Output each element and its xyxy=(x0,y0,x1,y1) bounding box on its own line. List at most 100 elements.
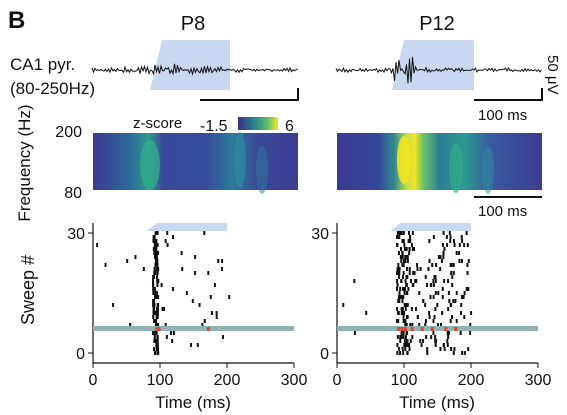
spike-mark xyxy=(446,339,449,343)
spike-mark xyxy=(154,239,157,243)
spike-mark xyxy=(400,307,403,311)
spike-mark xyxy=(104,263,107,267)
spike-mark xyxy=(155,343,158,347)
spike-mark xyxy=(413,271,416,275)
spike-mark xyxy=(396,287,399,291)
spike-mark xyxy=(365,311,368,315)
spike-mark xyxy=(409,323,412,327)
spike-mark xyxy=(443,247,446,251)
spike-mark xyxy=(403,311,406,315)
spike-mark xyxy=(463,243,466,247)
spike-mark xyxy=(400,331,403,335)
spike-mark xyxy=(446,343,449,347)
spike-mark xyxy=(431,263,434,267)
y-tick-label: 30 xyxy=(67,226,85,243)
spike-mark xyxy=(412,271,415,275)
spike-mark xyxy=(155,255,158,259)
spike-mark xyxy=(411,283,414,287)
spike-mark xyxy=(152,279,155,283)
spike-mark xyxy=(142,267,145,271)
spike-mark xyxy=(164,239,167,243)
spike-mark xyxy=(416,263,419,267)
spike-mark xyxy=(454,299,457,303)
y-tick-label: 0 xyxy=(320,346,329,363)
spike-mark xyxy=(402,295,405,299)
spike-mark xyxy=(406,315,409,319)
spike-mark xyxy=(153,247,156,251)
spike-mark xyxy=(400,231,403,235)
spike-mark xyxy=(425,335,428,339)
spike-mark xyxy=(406,343,409,347)
spike-mark xyxy=(396,351,399,355)
spike-mark xyxy=(152,315,155,319)
spike-mark xyxy=(401,311,404,315)
spike-mark xyxy=(442,255,445,259)
spike-mark xyxy=(152,239,155,243)
spike-mark xyxy=(155,239,158,243)
spike-mark xyxy=(428,239,431,243)
spike-mark xyxy=(399,231,402,235)
spike-mark xyxy=(450,271,453,275)
spike-mark xyxy=(126,259,129,263)
spike-mark xyxy=(402,331,405,335)
spike-mark xyxy=(397,319,400,323)
spike-mark xyxy=(153,335,156,339)
spike-mark xyxy=(450,347,453,351)
spike-mark xyxy=(434,291,437,295)
spike-mark xyxy=(403,303,406,307)
spike-mark xyxy=(152,303,155,307)
spike-mark xyxy=(419,339,422,343)
spike-mark xyxy=(432,295,435,299)
spike-mark xyxy=(466,263,469,267)
spike-mark xyxy=(156,347,159,351)
spike-mark xyxy=(396,283,399,287)
spike-mark xyxy=(397,311,400,315)
spike-mark xyxy=(213,283,216,287)
spike-mark xyxy=(201,323,204,327)
spike-mark xyxy=(220,267,223,271)
spike-mark xyxy=(396,319,399,323)
spike-mark xyxy=(157,279,160,283)
spike-mark xyxy=(458,259,461,263)
highlight-spike xyxy=(444,327,448,331)
spike-mark xyxy=(152,287,155,291)
spectrogram-blob xyxy=(397,136,411,184)
spike-mark xyxy=(209,295,212,299)
spike-mark xyxy=(400,311,403,315)
spike-mark xyxy=(215,315,218,319)
spike-mark xyxy=(422,339,425,343)
spike-mark xyxy=(418,291,421,295)
x-tick-label: 200 xyxy=(458,372,485,389)
spike-mark xyxy=(432,331,435,335)
spike-mark xyxy=(453,243,456,247)
spike-mark xyxy=(396,335,399,339)
spike-mark xyxy=(432,283,435,287)
spike-mark xyxy=(447,279,450,283)
spike-mark xyxy=(458,251,461,255)
spike-mark xyxy=(399,247,402,251)
spike-mark xyxy=(397,251,400,255)
spike-mark xyxy=(447,307,450,311)
spike-mark xyxy=(441,287,444,291)
spike-mark xyxy=(427,267,430,271)
stim-banner xyxy=(146,223,227,231)
spike-mark xyxy=(410,307,413,311)
spike-mark xyxy=(155,307,158,311)
spike-mark xyxy=(411,231,414,235)
spike-mark xyxy=(166,243,169,247)
spike-mark xyxy=(155,295,158,299)
spike-mark xyxy=(157,295,160,299)
lfp-scale-amplitude: 50 μV xyxy=(544,55,561,95)
spike-mark xyxy=(430,335,433,339)
spike-mark xyxy=(398,291,401,295)
spike-mark xyxy=(155,291,158,295)
spike-mark xyxy=(161,307,164,311)
spike-mark xyxy=(396,271,399,275)
spike-mark xyxy=(396,231,399,235)
spike-mark xyxy=(154,255,157,259)
spike-mark xyxy=(398,271,401,275)
spike-mark xyxy=(419,267,422,271)
spike-mark xyxy=(153,243,156,247)
spike-mark xyxy=(428,311,431,315)
